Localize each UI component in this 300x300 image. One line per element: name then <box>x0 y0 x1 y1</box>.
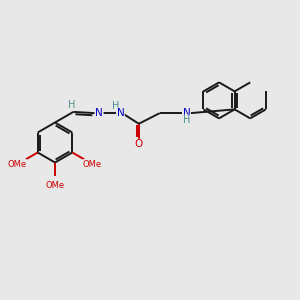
Text: H: H <box>183 115 190 125</box>
Text: H: H <box>112 101 120 111</box>
Text: O: O <box>135 139 143 149</box>
Text: N: N <box>95 108 103 118</box>
Text: N: N <box>116 108 124 118</box>
Text: N: N <box>183 108 190 118</box>
Text: OMe: OMe <box>8 160 27 169</box>
Text: H: H <box>68 100 75 110</box>
Text: OMe: OMe <box>83 160 102 169</box>
Text: OMe: OMe <box>45 181 64 190</box>
